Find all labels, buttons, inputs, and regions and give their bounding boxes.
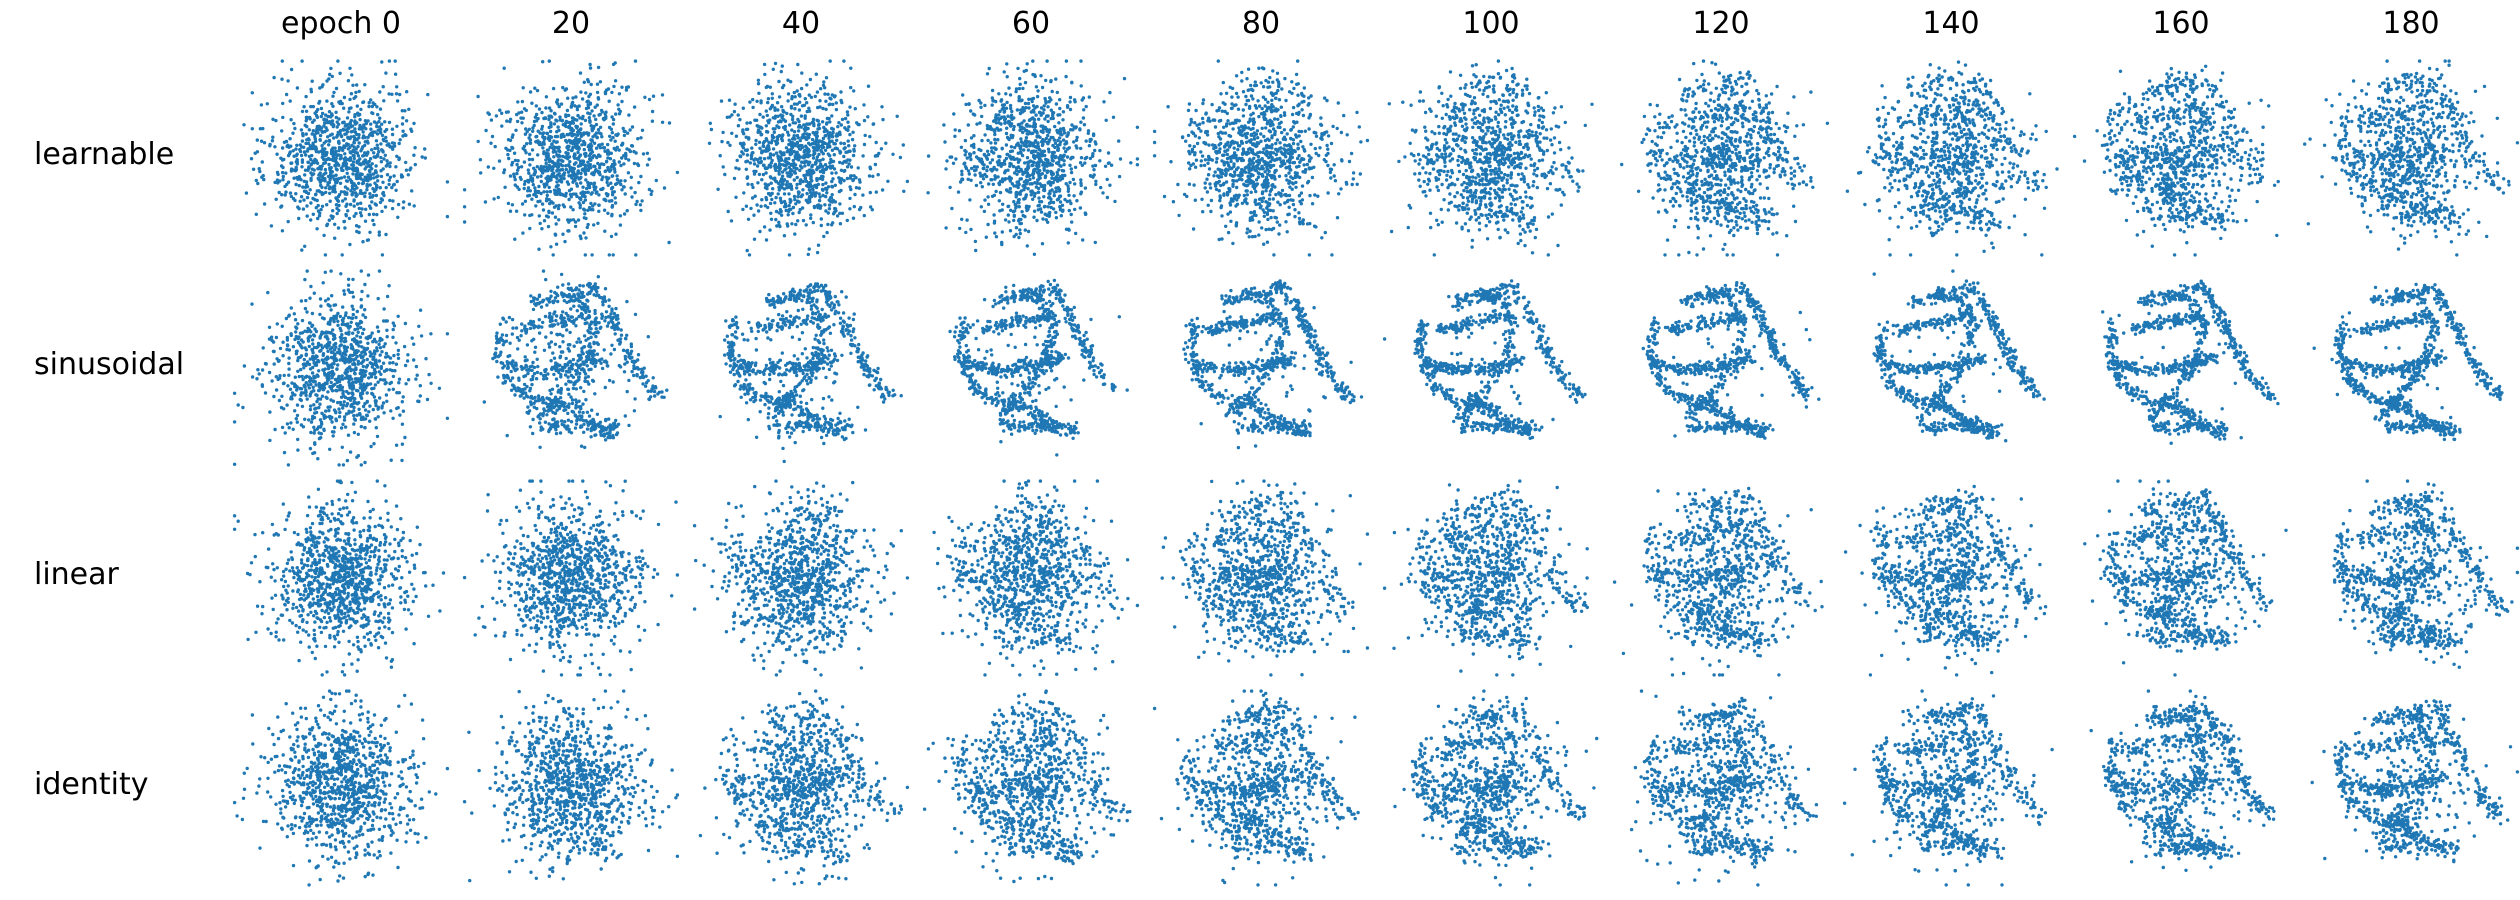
scatter-panel-identity-epoch-180 [2311, 699, 2520, 863]
scatter-panel-sinusoidal-epoch-80 [1182, 279, 1363, 449]
column-label: 140 [1922, 6, 1979, 41]
row-label: identity [34, 767, 148, 802]
scatter-panel-linear-epoch-40 [693, 479, 909, 676]
scatter-panel-linear-epoch-20 [463, 479, 679, 676]
scatter-panel-identity-epoch-60 [923, 689, 1132, 883]
scatter-panel-learnable-epoch-120 [1620, 59, 1829, 256]
scatter-panel-sinusoidal-epoch-180 [2313, 283, 2504, 441]
scatter-panel-learnable-epoch-160 [2073, 65, 2280, 257]
row-labels: learnable sinusoidal linear identity [34, 137, 184, 802]
scatter-panel-identity-epoch-100 [1393, 689, 1598, 886]
scatter-panel-linear-epoch-100 [1383, 479, 1589, 676]
scatter-panels [233, 59, 2519, 886]
scatter-panel-learnable-epoch-80 [1153, 59, 1369, 256]
column-label: 160 [2152, 6, 2209, 41]
scatter-panel-linear-epoch-80 [1161, 479, 1370, 676]
scatter-panel-linear-epoch-180 [2332, 479, 2519, 669]
scatter-panel-learnable-epoch-60 [926, 59, 1139, 256]
scatter-panel-linear-epoch-60 [932, 479, 1139, 676]
scatter-panel-sinusoidal-epoch-140 [1872, 269, 2045, 442]
scatter-panel-identity-epoch-140 [1843, 689, 2054, 886]
scatter-panel-learnable-epoch-180 [2303, 59, 2519, 256]
scatter-panel-sinusoidal-epoch-100 [1383, 279, 1587, 440]
column-label: 80 [1242, 6, 1280, 41]
scatter-panel-identity-epoch-40 [699, 689, 909, 885]
column-label: 40 [782, 6, 820, 41]
scatter-panel-sinusoidal-epoch-20 [483, 269, 669, 449]
scatter-panel-sinusoidal-epoch-160 [2101, 280, 2280, 445]
scatter-panel-identity-epoch-120 [1630, 689, 1818, 886]
scatter-panel-learnable-epoch-40 [708, 59, 909, 256]
column-label: epoch 0 [281, 6, 401, 41]
scatter-panel-learnable-epoch-20 [463, 59, 679, 256]
scatter-panel-linear-epoch-140 [1844, 485, 2047, 677]
scatter-panel-linear-epoch-160 [2083, 479, 2288, 676]
column-labels: epoch 0 20 40 60 80 100 120 140 160 180 [281, 6, 2440, 41]
scatter-panel-identity-epoch-80 [1153, 689, 1360, 886]
scatter-panel-sinusoidal-epoch-120 [1642, 281, 1821, 440]
scatter-panel-learnable-epoch-0 [242, 59, 449, 256]
scatter-panel-learnable-epoch-140 [1846, 60, 2059, 256]
scatter-panel-linear-epoch-120 [1613, 487, 1824, 677]
row-label: learnable [34, 137, 174, 172]
column-label: 20 [552, 6, 590, 41]
column-label: 180 [2382, 6, 2439, 41]
column-label: 100 [1462, 6, 1519, 41]
column-label: 60 [1012, 6, 1050, 41]
scatter-panel-identity-epoch-20 [463, 689, 679, 882]
scatter-panel-identity-epoch-0 [233, 689, 449, 886]
row-label: sinusoidal [34, 347, 184, 382]
column-label: 120 [1692, 6, 1749, 41]
scatter-panel-sinusoidal-epoch-40 [719, 282, 903, 463]
scatter-panel-identity-epoch-160 [2090, 689, 2276, 872]
scatter-panel-sinusoidal-epoch-0 [233, 269, 449, 466]
row-label: linear [34, 557, 120, 592]
scatter-panel-linear-epoch-0 [233, 479, 445, 676]
scatter-panel-sinusoidal-epoch-60 [948, 279, 1129, 457]
scatter-panel-learnable-epoch-100 [1388, 59, 1594, 256]
